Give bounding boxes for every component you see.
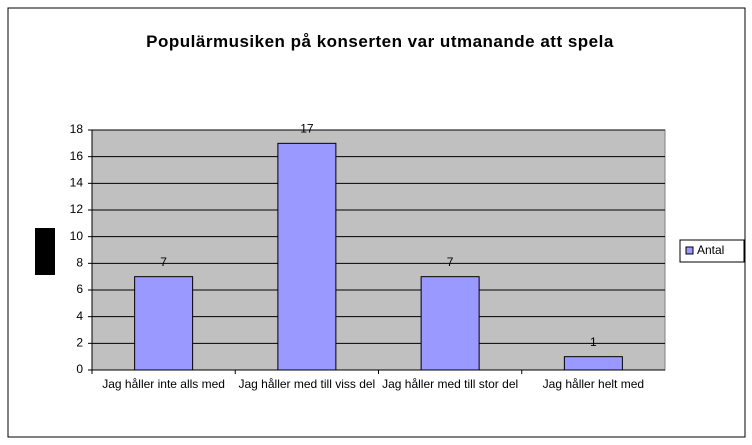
bar	[277, 142, 337, 371]
y-tick-label: 0	[76, 362, 83, 376]
x-tick-label: Jag håller med till viss del	[238, 377, 376, 391]
y-tick-label: 6	[76, 282, 83, 296]
y-tick-label: 18	[70, 122, 84, 136]
data-label: 7	[447, 255, 454, 269]
x-tick-label: Jag håller med till stor del	[382, 377, 519, 391]
data-label: 1	[590, 335, 597, 349]
x-tick-label: Jag håller inte alls med	[102, 377, 225, 391]
data-label: 17	[300, 122, 314, 136]
y-tick-label: 16	[70, 149, 84, 163]
legend-swatch	[685, 246, 694, 255]
y-tick-label: 4	[76, 309, 83, 323]
bar	[563, 356, 623, 371]
legend-label: Antal	[697, 243, 724, 257]
y-axis-label-box	[35, 228, 55, 275]
data-label: 7	[160, 255, 167, 269]
y-tick-label: 2	[76, 336, 83, 350]
bar	[134, 276, 194, 371]
y-tick-label: 10	[70, 229, 84, 243]
y-tick-label: 8	[76, 256, 83, 270]
y-tick-label: 12	[70, 202, 84, 216]
chart-title: Populärmusiken på konserten var utmanand…	[146, 32, 614, 51]
x-tick-label: Jag håller helt med	[542, 377, 645, 391]
bar	[420, 276, 480, 371]
legend-box	[679, 239, 745, 263]
y-tick-label: 14	[70, 176, 84, 190]
